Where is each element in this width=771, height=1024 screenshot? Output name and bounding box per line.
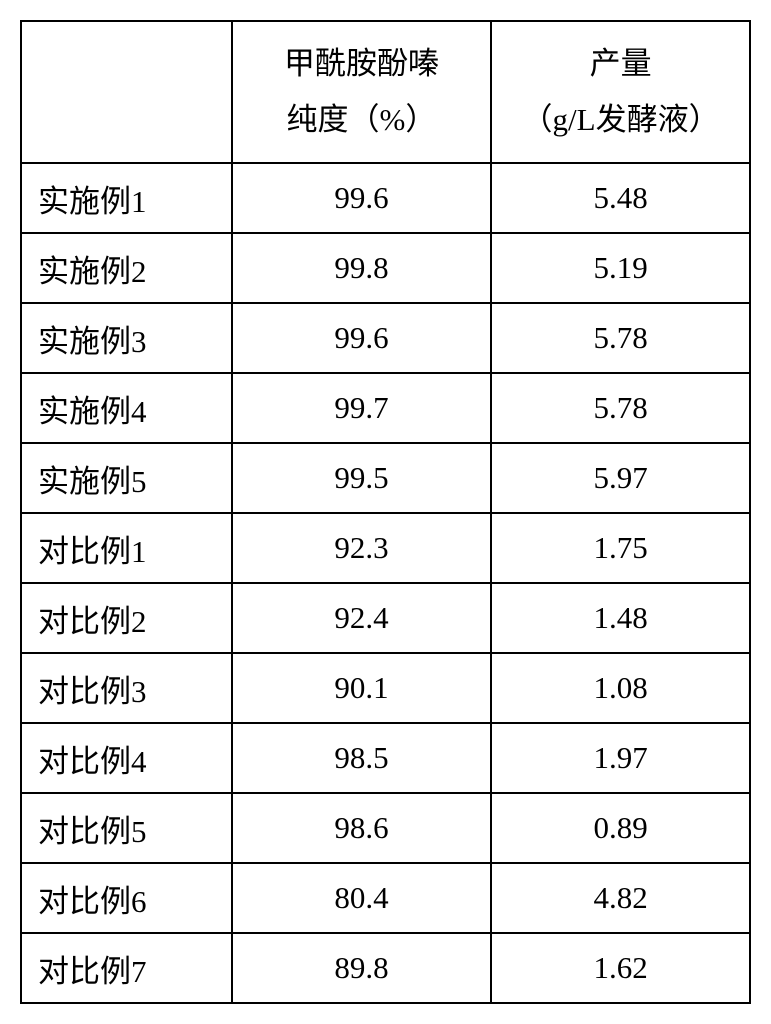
row-label: 对比例4 [21,723,232,793]
header-purity: 甲酰胺酚嗪 纯度（%） [232,21,491,163]
table-row: 对比例6 80.4 4.82 [21,863,750,933]
row-yield: 1.97 [491,723,750,793]
row-label: 实施例2 [21,233,232,303]
table-row: 对比例5 98.6 0.89 [21,793,750,863]
table-row: 实施例1 99.6 5.48 [21,163,750,233]
table-header-row: 甲酰胺酚嗪 纯度（%） 产量 （g/L发酵液） [21,21,750,163]
row-yield: 5.78 [491,303,750,373]
table-row: 实施例5 99.5 5.97 [21,443,750,513]
table-body: 实施例1 99.6 5.48 实施例2 99.8 5.19 实施例3 99.6 … [21,163,750,1003]
row-label: 对比例1 [21,513,232,583]
row-label: 对比例3 [21,653,232,723]
row-yield: 1.48 [491,583,750,653]
table-row: 实施例4 99.7 5.78 [21,373,750,443]
table-row: 对比例7 89.8 1.62 [21,933,750,1003]
row-purity: 92.3 [232,513,491,583]
row-yield: 1.75 [491,513,750,583]
row-label: 对比例7 [21,933,232,1003]
header-empty [21,21,232,163]
row-purity: 99.5 [232,443,491,513]
row-purity: 99.7 [232,373,491,443]
header-yield-line1: 产量 [590,46,652,81]
row-yield: 0.89 [491,793,750,863]
row-yield: 5.48 [491,163,750,233]
row-yield: 5.97 [491,443,750,513]
row-purity: 98.5 [232,723,491,793]
table-row: 对比例3 90.1 1.08 [21,653,750,723]
row-purity: 80.4 [232,863,491,933]
header-yield: 产量 （g/L发酵液） [491,21,750,163]
row-yield: 4.82 [491,863,750,933]
row-purity: 99.6 [232,303,491,373]
header-yield-line2: （g/L发酵液） [522,102,720,137]
header-purity-line2: 纯度（%） [287,102,437,137]
header-purity-line1: 甲酰胺酚嗪 [284,46,439,81]
row-yield: 1.08 [491,653,750,723]
row-yield: 1.62 [491,933,750,1003]
row-purity: 89.8 [232,933,491,1003]
row-purity: 92.4 [232,583,491,653]
table-row: 实施例3 99.6 5.78 [21,303,750,373]
row-yield: 5.78 [491,373,750,443]
row-label: 实施例3 [21,303,232,373]
row-label: 实施例5 [21,443,232,513]
data-table: 甲酰胺酚嗪 纯度（%） 产量 （g/L发酵液） 实施例1 99.6 5.48 实… [20,20,751,1004]
table-row: 对比例4 98.5 1.97 [21,723,750,793]
row-label: 对比例5 [21,793,232,863]
row-label: 对比例2 [21,583,232,653]
row-purity: 99.8 [232,233,491,303]
row-yield: 5.19 [491,233,750,303]
row-label: 对比例6 [21,863,232,933]
row-label: 实施例1 [21,163,232,233]
table-row: 对比例1 92.3 1.75 [21,513,750,583]
table-row: 实施例2 99.8 5.19 [21,233,750,303]
row-purity: 99.6 [232,163,491,233]
table-row: 对比例2 92.4 1.48 [21,583,750,653]
row-purity: 90.1 [232,653,491,723]
row-label: 实施例4 [21,373,232,443]
row-purity: 98.6 [232,793,491,863]
